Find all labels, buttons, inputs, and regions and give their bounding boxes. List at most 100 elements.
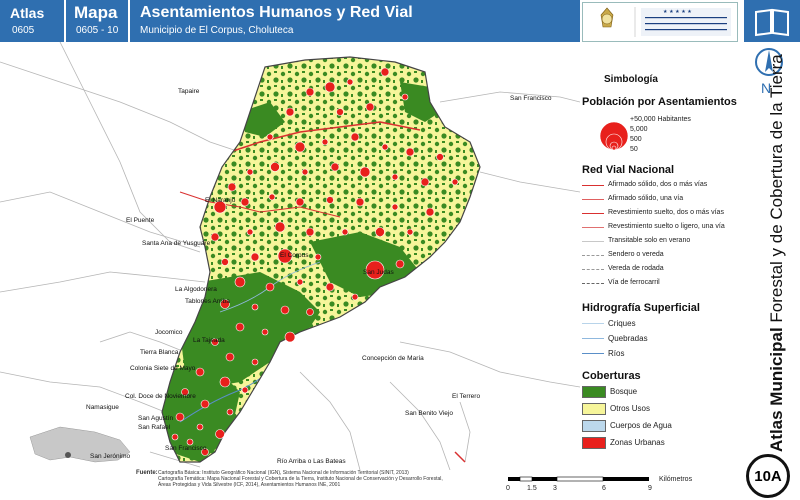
hydro-label: Quebradas <box>608 334 648 343</box>
hydro-label: Criques <box>608 319 636 328</box>
map-label: Tapaire <box>178 88 200 95</box>
scale-unit: Kilómetros <box>659 476 693 483</box>
road-label: Vereda de rodada <box>608 265 664 272</box>
cover-legend-item: Bosque <box>578 386 744 398</box>
cover-label: Bosque <box>610 387 638 396</box>
map-label: Colonia Siete de Mayo <box>130 365 196 372</box>
honduras-seal-icon <box>600 7 614 28</box>
road-label: Afirmado sólido, dos o más vías <box>608 181 708 188</box>
page-subtitle: Municipio de El Corpus, Choluteca <box>140 25 294 36</box>
road-label: Afirmado sólido, una vía <box>608 195 684 202</box>
map-label: Namasigue <box>86 404 119 411</box>
road-legend-item: Vereda de rodada <box>578 264 744 276</box>
title-bar: Asentamientos Humanos y Red Vial Municip… <box>130 0 580 42</box>
road-symbol <box>582 199 604 200</box>
map-label: Santa Ana de Yusguare <box>142 240 211 247</box>
road-legend-item: Transitable solo en verano <box>578 236 744 248</box>
map-label: El Puente <box>126 217 155 224</box>
pop-item: 500 <box>630 136 642 143</box>
cover-legend-item: Zonas Urbanas <box>578 437 744 449</box>
scale-bar: 0 1.5 3 6 9 Kilómetros <box>505 474 740 500</box>
page-title: Asentamientos Humanos y Red Vial <box>140 4 413 21</box>
main-road <box>179 191 341 218</box>
pop-title: Población por Asentamientos <box>582 96 737 108</box>
cover-legend-item: Cuerpos de Agua <box>578 420 744 432</box>
source-line: Cartografía Básica: Instituto Geográfico… <box>158 470 409 476</box>
logos: ★ ★ ★ ★ ★ <box>600 7 731 37</box>
road-symbol <box>582 269 604 270</box>
hydro-symbol <box>582 323 604 324</box>
municipality-boundary <box>161 56 481 463</box>
hydro-symbol <box>582 353 604 354</box>
road-symbol <box>582 241 604 242</box>
map-label: El Corpus <box>280 252 309 259</box>
cover-label: Cuerpos de Agua <box>610 421 672 430</box>
cover-symbol <box>582 386 606 398</box>
scale-tick: 3 <box>553 485 557 492</box>
road-legend-item: Revestimiento suelto o ligero, una vía <box>578 222 744 234</box>
legend-title: Simbología <box>604 74 658 85</box>
map-label: San Francisco <box>165 445 207 452</box>
atlas-label: Atlas <box>10 5 45 21</box>
cover-label: Zonas Urbanas <box>610 438 665 447</box>
road-label: Sendero o vereda <box>608 251 664 258</box>
map-label: Col. Doce de Noviembre <box>125 393 196 400</box>
road-legend-item: Sendero o vereda <box>578 250 744 262</box>
road-label: Revestimiento suelto o ligero, una vía <box>608 223 725 230</box>
map-label: Concepción de María <box>362 355 424 362</box>
mapa-label: Mapa <box>74 3 118 22</box>
scale-tick: 0 <box>506 485 510 492</box>
hydro-title: Hidrografía Superficial <box>582 302 700 314</box>
cover-symbol <box>582 420 606 432</box>
mapa-box: Mapa 0605 - 10 <box>66 0 128 42</box>
vertical-title: Atlas Municipal Forestal y de Cobertura … <box>767 54 789 452</box>
honduras-inset-map <box>29 426 131 463</box>
road-legend-item: Revestimiento suelto, dos o más vías <box>578 208 744 220</box>
map-label: Jocomico <box>155 329 183 336</box>
map-label: San Rafael <box>138 424 171 431</box>
pop-item: 5,000 <box>630 126 648 133</box>
map-label: El Terrero <box>452 393 480 400</box>
map-label: Río Arriba o Las Bateas <box>277 458 346 465</box>
map-label: San Agustín <box>138 415 173 422</box>
road-label: Revestimiento suelto, dos o más vías <box>608 209 724 216</box>
map-label: San Jerónimo <box>90 453 130 460</box>
legend: Simbología Población por Asentamientos +… <box>578 66 744 466</box>
road-symbol <box>582 255 604 256</box>
map-label: Tablones Arriba <box>185 298 230 305</box>
scale-tick: 6 <box>602 485 606 492</box>
pop-bubbles <box>599 121 629 151</box>
vertical-title-bold: Atlas Municipal <box>767 327 786 452</box>
road-legend-item: Afirmado sólido, dos o más vías <box>578 180 744 192</box>
atlas-book-box <box>744 0 800 42</box>
open-book-icon <box>755 8 789 37</box>
road-stub <box>454 451 466 463</box>
north-arrow-icon <box>755 48 783 76</box>
icf-logo-icon: ★ ★ ★ ★ ★ <box>641 8 731 36</box>
hydro-legend-item: Quebradas <box>578 333 744 345</box>
road-symbol <box>582 213 604 214</box>
cover-symbol <box>582 437 606 449</box>
map-label: San Benito Viejo <box>405 410 453 417</box>
map-label: San Francisco <box>510 95 552 102</box>
settlement-bubbles <box>171 67 459 456</box>
road-legend-item: Vía de ferrocarril <box>578 278 744 290</box>
side-strip: N Atlas Municipal Forestal y de Cobertur… <box>744 42 800 500</box>
place-labels: Tapaire San Francisco El Naranjo El Puen… <box>86 88 552 465</box>
road-symbol <box>582 283 604 284</box>
cover-symbol <box>582 403 606 415</box>
road-label: Transitable solo en verano <box>608 237 691 244</box>
scale-tick: 1.5 <box>527 485 537 492</box>
atlas-code: 0605 <box>12 25 35 36</box>
hydro-symbol <box>582 338 604 339</box>
atlas-box: Atlas 0605 <box>0 0 64 42</box>
scale-graphic <box>508 476 649 482</box>
map-label: La Algodonera <box>175 286 217 293</box>
road-symbol <box>582 185 604 186</box>
logos-box: ★ ★ ★ ★ ★ <box>582 2 738 42</box>
svg-text:★ ★ ★ ★ ★: ★ ★ ★ ★ ★ <box>663 9 692 15</box>
map-svg: Tapaire San Francisco El Naranjo El Puen… <box>0 41 581 471</box>
municipality-coverage <box>162 57 480 462</box>
vertical-title-rest: Forestal y de Cobertura de la Tierra <box>767 54 786 328</box>
map-label: San Judas <box>363 269 394 276</box>
